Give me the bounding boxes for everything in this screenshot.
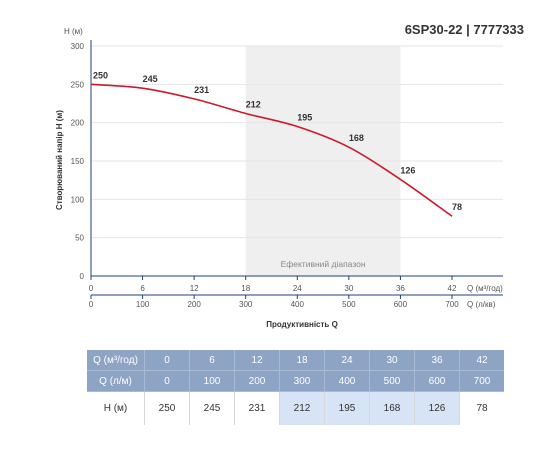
table-cell: 24 bbox=[324, 350, 370, 371]
table-cell: 168 bbox=[369, 391, 415, 425]
data-label: 126 bbox=[400, 165, 415, 175]
table-cell: 0 bbox=[144, 370, 190, 392]
table-row: H (м) 250 245 231 212 195 168 126 78 bbox=[87, 391, 504, 425]
x-tick-label-primary: 18 bbox=[241, 284, 250, 293]
data-label-layer: 250 245 231 212 195 168 126 78 bbox=[93, 70, 462, 212]
y-tick-label: 100 bbox=[71, 195, 85, 204]
table-cell: 78 bbox=[459, 391, 504, 425]
table-cell: 300 bbox=[279, 370, 325, 392]
x-tick-label-primary: 36 bbox=[396, 284, 405, 293]
table-cell: 250 bbox=[144, 391, 190, 425]
y-tick-label: 300 bbox=[71, 42, 85, 51]
curve-layer bbox=[90, 83, 453, 217]
x-tick-label-secondary: 500 bbox=[342, 300, 356, 309]
x-unit-secondary-label: Q (л/кв) bbox=[467, 300, 496, 309]
x-tick-label-secondary: 100 bbox=[136, 300, 150, 309]
y-tick-label: 150 bbox=[71, 157, 85, 166]
table-cell: 12 bbox=[234, 350, 280, 371]
data-label: 168 bbox=[349, 133, 364, 143]
table-cell: 231 bbox=[234, 391, 280, 425]
pump-curve-chart: Ефективний діапазон H (м)050100150200250… bbox=[55, 27, 503, 329]
table-row-label: H (м) bbox=[87, 391, 145, 425]
efficiency-band-label: Ефективний діапазон bbox=[281, 259, 366, 269]
table-cell: 126 bbox=[414, 391, 460, 425]
y-tick-label: 200 bbox=[71, 119, 85, 128]
table-cell: 200 bbox=[234, 370, 280, 392]
data-label: 245 bbox=[143, 74, 158, 84]
table-cell: 500 bbox=[369, 370, 415, 392]
grid-layer bbox=[91, 45, 503, 239]
table-cell: 245 bbox=[189, 391, 235, 425]
table-row: Q (л/м) 0 100 200 300 400 500 600 700 bbox=[87, 370, 504, 392]
x-tick-label-primary: 24 bbox=[293, 284, 302, 293]
table-cell: 6 bbox=[189, 350, 235, 371]
y-axis-title: Створюваний напір H (м) bbox=[55, 110, 64, 210]
x-tick-label-primary: 0 bbox=[89, 284, 94, 293]
data-label: 250 bbox=[93, 70, 108, 80]
x-tick-label-secondary: 600 bbox=[394, 300, 408, 309]
x-unit-primary-label: Q (м³/год) bbox=[467, 284, 503, 293]
x-tick-label-primary: 42 bbox=[448, 284, 457, 293]
table-cell: 212 bbox=[279, 391, 325, 425]
table-cell: 700 bbox=[459, 370, 504, 392]
data-label: 195 bbox=[297, 113, 312, 123]
x-tick-label-secondary: 200 bbox=[187, 300, 201, 309]
x-tick-label-secondary: 700 bbox=[445, 300, 459, 309]
y-tick-label: 250 bbox=[71, 80, 85, 89]
table-cell: 0 bbox=[144, 350, 190, 371]
table-cell: 400 bbox=[324, 370, 370, 392]
table-row-label: Q (л/м) bbox=[87, 370, 145, 392]
x-tick-label-secondary: 0 bbox=[89, 300, 94, 309]
table-row: Q (м³/год) 0 6 12 18 24 30 36 42 bbox=[87, 350, 504, 371]
table-row-label: Q (м³/год) bbox=[87, 350, 145, 371]
x-tick-label-primary: 30 bbox=[344, 284, 353, 293]
table-cell: 42 bbox=[459, 350, 504, 371]
y-unit-label: H (м) bbox=[64, 27, 83, 36]
x-tick-label-primary: 6 bbox=[140, 284, 145, 293]
model-title: 6SP30-22 | 7777333 bbox=[404, 22, 524, 37]
x-tick-label-secondary: 400 bbox=[291, 300, 305, 309]
y-tick-label: 0 bbox=[80, 272, 85, 281]
table-cell: 18 bbox=[279, 350, 325, 371]
x-tick-label-secondary: 300 bbox=[239, 300, 253, 309]
data-label: 78 bbox=[452, 202, 462, 212]
table-cell: 30 bbox=[369, 350, 415, 371]
data-label: 212 bbox=[246, 99, 261, 109]
x-axis-title: Продуктивність Q bbox=[266, 320, 338, 329]
pump-curve-line bbox=[90, 83, 453, 217]
table-cell: 100 bbox=[189, 370, 235, 392]
table-cell: 600 bbox=[414, 370, 460, 392]
x-tick-label-primary: 12 bbox=[190, 284, 199, 293]
data-label: 231 bbox=[194, 85, 209, 95]
table-cell: 195 bbox=[324, 391, 370, 425]
table-cell: 36 bbox=[414, 350, 460, 371]
y-tick-label: 50 bbox=[75, 234, 84, 243]
performance-table: Q (м³/год) 0 6 12 18 24 30 36 42 Q (л/м) 0 100 200 30… bbox=[87, 350, 504, 425]
